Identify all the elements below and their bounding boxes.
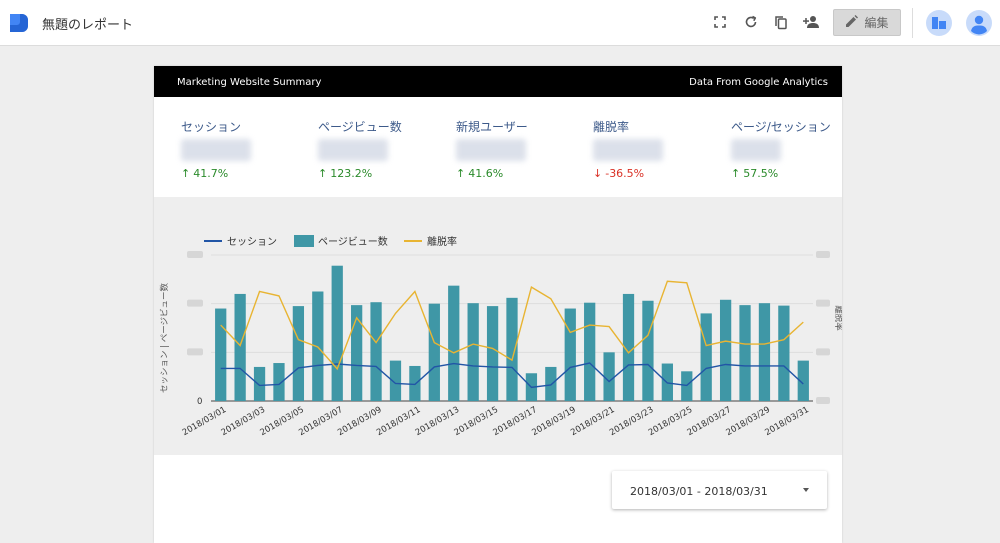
x-tick-label: 2018/03/31 <box>763 405 810 438</box>
combo-chart[interactable]: 02018/03/012018/03/032018/03/052018/03/0… <box>154 197 842 455</box>
report-canvas: Marketing Website Summary Data From Goog… <box>154 66 842 543</box>
y2-tick-blurred <box>816 397 830 404</box>
report-header-source: Data From Google Analytics <box>689 77 828 88</box>
y-tick-label: 0 <box>197 397 202 407</box>
bar-pageviews <box>467 303 479 401</box>
y2-tick-blurred <box>816 251 830 258</box>
share-person-icon[interactable] <box>801 12 821 32</box>
bar-pageviews <box>215 308 227 401</box>
kpi-label: セッション <box>181 120 242 134</box>
kpi-label: ページ/セッション <box>731 120 831 134</box>
refresh-icon[interactable] <box>741 12 761 32</box>
bar-pageviews <box>389 360 402 401</box>
bar-pageviews <box>234 293 246 401</box>
toolbar-divider <box>912 8 913 38</box>
bar-pageviews <box>253 366 266 401</box>
y2-axis-title: 離脱率 <box>833 305 842 331</box>
bar-pageviews <box>584 302 596 401</box>
line-sessions <box>220 362 804 389</box>
arrow-up-icon: ↑ <box>731 167 741 180</box>
report-header-title: Marketing Website Summary <box>177 77 322 88</box>
edit-button-label: 編集 <box>864 16 889 30</box>
copy-icon[interactable] <box>771 12 791 32</box>
line-exit-rate <box>220 280 804 371</box>
account-icon[interactable] <box>966 10 992 36</box>
y-tick-blurred <box>187 251 203 258</box>
kpi-value-blurred <box>181 139 251 161</box>
dropdown-arrow-icon <box>803 488 809 492</box>
bar-pageviews <box>603 352 615 401</box>
report-header-bar: Marketing Website Summary Data From Goog… <box>154 66 842 97</box>
edit-button[interactable]: 編集 <box>833 9 901 36</box>
bar-pageviews <box>448 285 460 401</box>
kpi-label: 新規ユーザー <box>456 120 528 134</box>
y2-tick-blurred <box>816 348 830 356</box>
kpi-pages-per-session[interactable]: ページ/セッション ↑ 57.5% <box>731 118 841 180</box>
y2-tick-blurred <box>816 299 830 307</box>
kpi-change: ↑ 41.6% <box>456 167 504 180</box>
kpi-value-blurred <box>731 139 781 161</box>
report-title[interactable]: 無題のレポート <box>42 18 134 33</box>
data-studio-logo-icon[interactable] <box>8 12 28 34</box>
legend-label-sessions: セッション <box>227 236 277 248</box>
legend-label-pageviews: ページビュー数 <box>318 235 388 248</box>
arrow-up-icon: ↑ <box>181 167 191 180</box>
kpi-value-blurred <box>593 139 663 161</box>
arrow-down-icon: ↓ <box>593 167 603 180</box>
kpi-change: ↓ -36.5% <box>593 167 645 180</box>
fullscreen-icon[interactable] <box>710 12 730 32</box>
bar-pageviews <box>506 297 518 401</box>
kpi-value-blurred <box>318 139 388 161</box>
kpi-value-blurred <box>456 139 526 161</box>
bar-pageviews <box>409 365 421 401</box>
bar-pageviews <box>564 308 576 401</box>
bar-pageviews <box>739 305 751 401</box>
bar-pageviews <box>642 300 654 401</box>
bar-pageviews <box>681 371 693 401</box>
pencil-icon <box>845 14 859 31</box>
kpi-exit-rate[interactable]: 離脱率 ↓ -36.5% <box>593 118 723 180</box>
kpi-pageviews[interactable]: ページビュー数 ↑ 123.2% <box>318 118 448 180</box>
bar-pageviews <box>351 305 363 401</box>
bar-pageviews <box>370 302 382 401</box>
dashboard-icon[interactable] <box>926 10 952 36</box>
y-tick-blurred <box>187 348 203 356</box>
kpi-change: ↑ 57.5% <box>731 167 779 180</box>
bar-pageviews <box>486 306 499 401</box>
bar-pageviews <box>778 305 790 401</box>
app-bar: 無題のレポート 編集 <box>0 0 1000 46</box>
date-range-picker[interactable]: 2018/03/01 - 2018/03/31 <box>612 471 827 509</box>
kpi-new-users[interactable]: 新規ユーザー ↑ 41.6% <box>456 118 586 180</box>
bar-pageviews <box>331 265 343 401</box>
kpi-change: ↑ 41.7% <box>181 167 229 180</box>
bar-pageviews <box>797 360 809 401</box>
kpi-label: ページビュー数 <box>318 120 402 134</box>
bar-pageviews <box>758 303 771 401</box>
bar-pageviews <box>273 363 285 401</box>
bar-pageviews <box>292 306 305 401</box>
bar-pageviews <box>545 366 557 401</box>
kpi-change: ↑ 123.2% <box>318 167 373 180</box>
date-range-label: 2018/03/01 - 2018/03/31 <box>630 485 768 498</box>
y-axis-title: セッション | ページビュー数 <box>159 282 170 393</box>
bar-pageviews <box>700 313 712 401</box>
legend-swatch-pageviews <box>294 235 314 247</box>
arrow-up-icon: ↑ <box>318 167 328 180</box>
kpi-sessions[interactable]: セッション ↑ 41.7% <box>181 118 311 180</box>
y-tick-blurred <box>187 299 203 307</box>
kpi-label: 離脱率 <box>593 120 630 134</box>
combo-chart-panel: 0 2018/03/01 2018/03/03 2018/03/05 2018/03/0… <box>154 197 842 455</box>
bar-pageviews <box>428 303 440 401</box>
bar-pageviews <box>719 299 732 401</box>
legend-label-exit-rate: 離脱率 <box>427 235 457 248</box>
arrow-up-icon: ↑ <box>456 167 466 180</box>
bar-pageviews <box>622 293 635 401</box>
